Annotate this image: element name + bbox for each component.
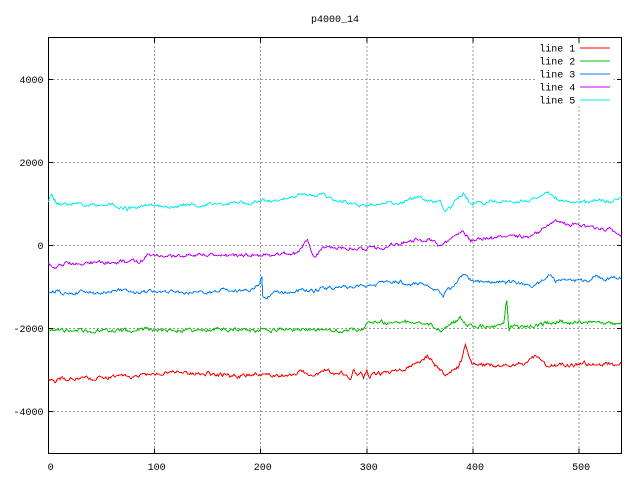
svg-text:4000: 4000 — [19, 76, 43, 87]
svg-text:0: 0 — [48, 463, 54, 474]
svg-text:line 1: line 1 — [539, 44, 575, 56]
svg-text:-4000: -4000 — [13, 408, 43, 419]
svg-text:line 5: line 5 — [539, 96, 575, 108]
svg-text:2000: 2000 — [19, 159, 43, 170]
svg-text:100: 100 — [148, 463, 166, 474]
svg-text:400: 400 — [466, 463, 484, 474]
svg-text:line 3: line 3 — [539, 70, 575, 82]
svg-text:0: 0 — [37, 242, 43, 253]
svg-text:300: 300 — [360, 463, 378, 474]
svg-text:p4000_14: p4000_14 — [311, 15, 359, 26]
svg-text:200: 200 — [254, 463, 272, 474]
svg-text:500: 500 — [572, 463, 590, 474]
svg-text:line 2: line 2 — [539, 57, 575, 69]
svg-text:line 4: line 4 — [539, 83, 575, 95]
svg-text:-2000: -2000 — [13, 325, 43, 336]
